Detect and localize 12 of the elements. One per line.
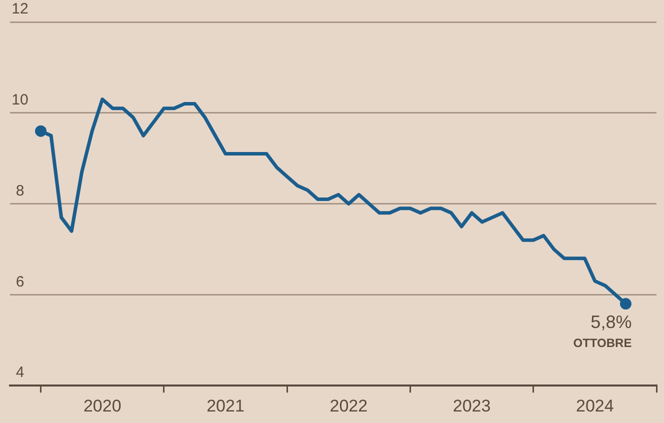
y-tick-label: 10 bbox=[12, 92, 28, 109]
x-tick-label: 2021 bbox=[206, 396, 244, 416]
x-tick-label: 2020 bbox=[83, 396, 122, 416]
y-tick-label: 8 bbox=[16, 182, 24, 200]
y-tick-label: 6 bbox=[16, 273, 24, 290]
x-tick-label: 2023 bbox=[452, 396, 491, 416]
x-tick-label: 2024 bbox=[576, 396, 614, 416]
y-tick-label: 4 bbox=[16, 364, 24, 382]
annotation: 5,8% bbox=[590, 312, 632, 332]
annotation: OTTOBRE bbox=[573, 336, 632, 350]
y-tick-label: 12 bbox=[12, 0, 28, 18]
x-tick-label: 2022 bbox=[330, 396, 368, 416]
